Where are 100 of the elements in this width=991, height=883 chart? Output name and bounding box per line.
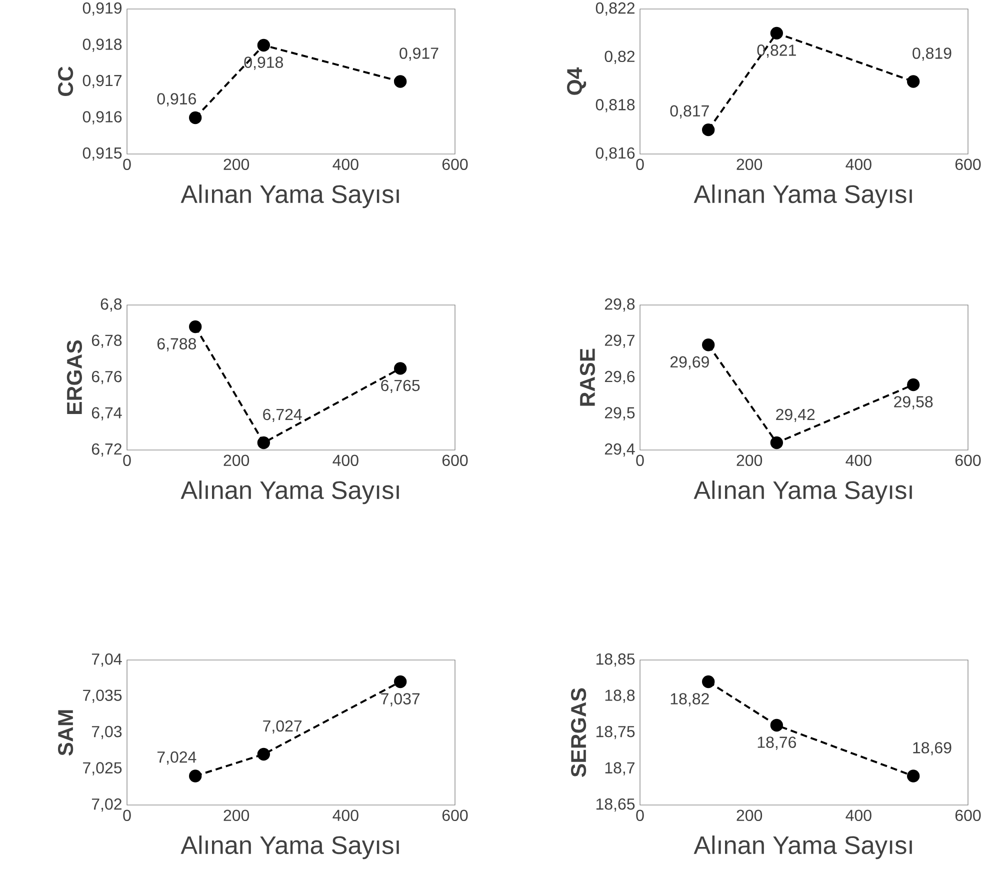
- data-label: 0,819: [912, 48, 952, 61]
- y-tick-label: 18,65: [596, 798, 635, 812]
- y-tick-label: 0,916: [82, 111, 122, 124]
- x-tick-label: 200: [224, 810, 250, 822]
- y-axis-title: ERGAS: [66, 340, 82, 414]
- data-label: 7,027: [263, 720, 302, 734]
- data-label: 29,69: [670, 356, 709, 370]
- point: [257, 38, 270, 52]
- data-label: 7,037: [381, 693, 420, 706]
- data-label: 18,69: [913, 742, 952, 756]
- y-tick-label: 0,917: [82, 74, 122, 88]
- data-label: 6,724: [263, 408, 302, 422]
- y-tick-label: 29,7: [604, 334, 634, 348]
- y-tick-label: 6,72: [92, 443, 122, 457]
- y-tick-label: 0,918: [82, 38, 122, 52]
- y-tick-label: 29,8: [604, 298, 635, 312]
- x-tick-label: 200: [224, 158, 250, 170]
- x-axis-title: Alınan Yama Sayısı: [180, 836, 399, 860]
- x-axis-title: Alınan Yama Sayısı: [694, 480, 912, 504]
- point: [907, 770, 920, 782]
- point: [907, 75, 920, 88]
- y-axis-title: CC: [58, 66, 74, 96]
- point: [770, 436, 784, 450]
- y-axis-title: SAM: [58, 710, 74, 756]
- point: [770, 718, 784, 732]
- x-axis-title: Alınan Yama Sayısı: [180, 480, 399, 504]
- x-axis-title: Alınan Yama Sayısı: [694, 836, 912, 860]
- data-label: 18,76: [758, 736, 796, 750]
- y-tick-label: 7,04: [92, 653, 122, 667]
- data-label: 6,765: [381, 380, 420, 394]
- x-tick-label: 600: [955, 454, 981, 466]
- x-tick-label: 0: [636, 158, 644, 170]
- y-tick-label: 29,4: [604, 443, 635, 457]
- x-tick-label: 600: [955, 158, 981, 170]
- x-tick-label: 200: [224, 454, 250, 466]
- y-tick-label: 18,7: [605, 762, 634, 776]
- x-tick-label: 0: [636, 810, 644, 822]
- y-axis-title: SERGAS: [571, 688, 586, 777]
- x-tick-label: 200: [736, 454, 762, 466]
- point: [907, 378, 920, 392]
- y-tick-label: 7,02: [92, 798, 122, 812]
- point: [394, 362, 407, 375]
- x-tick-label: 600: [442, 454, 468, 466]
- point: [394, 75, 407, 88]
- data-label: 0,917: [400, 48, 438, 61]
- x-tick-label: 200: [736, 158, 762, 170]
- x-tick-label: 400: [846, 454, 872, 466]
- point: [702, 123, 715, 136]
- data-label: 0,817: [670, 105, 709, 118]
- y-axis-title: Q4: [567, 67, 586, 95]
- y-tick-label: 6,78: [92, 334, 122, 348]
- x-tick-label: 200: [736, 810, 762, 822]
- x-tick-label: 400: [846, 158, 872, 170]
- y-tick-label: 18,85: [596, 653, 635, 667]
- data-label: 18,82: [670, 693, 709, 706]
- data-label: 6,788: [157, 338, 196, 352]
- x-tick-label: 600: [442, 810, 468, 822]
- x-axis-title: Alınan Yama Sayısı: [694, 184, 912, 208]
- point: [257, 436, 270, 450]
- x-tick-label: 400: [846, 810, 872, 822]
- data-label: 7,024: [157, 751, 196, 765]
- x-tick-label: 400: [332, 158, 358, 170]
- y-tick-label: 0,919: [82, 2, 122, 16]
- point: [189, 770, 202, 782]
- data-label: 29,58: [894, 396, 933, 410]
- y-tick-label: 6,76: [92, 370, 122, 384]
- y-tick-label: 29,6: [604, 370, 635, 384]
- x-tick-label: 400: [332, 454, 358, 466]
- point: [189, 320, 202, 334]
- data-label: 0,821: [757, 44, 796, 58]
- point: [702, 338, 715, 352]
- x-tick-label: 600: [442, 158, 468, 170]
- point: [702, 675, 715, 688]
- point: [257, 748, 270, 761]
- data-label: 29,42: [776, 408, 815, 422]
- point: [189, 111, 202, 124]
- y-tick-label: 6,8: [100, 298, 122, 312]
- x-tick-label: 0: [123, 158, 131, 170]
- x-tick-label: 0: [123, 810, 131, 822]
- y-tick-label: 0,816: [596, 147, 635, 161]
- y-tick-label: 18,8: [605, 690, 635, 703]
- data-label: 0,916: [157, 93, 196, 106]
- x-tick-label: 600: [955, 810, 981, 822]
- y-tick-label: 18,75: [596, 726, 635, 740]
- data-label: 0,918: [244, 56, 283, 70]
- y-tick-label: 7,025: [83, 762, 122, 776]
- y-tick-label: 0,822: [596, 2, 634, 16]
- x-tick-label: 0: [123, 454, 131, 466]
- x-tick-label: 400: [332, 810, 358, 822]
- point: [770, 26, 784, 40]
- y-tick-label: 0,82: [604, 50, 634, 64]
- y-tick-label: 0,915: [82, 147, 122, 161]
- y-tick-label: 0,818: [596, 99, 635, 112]
- y-tick-label: 7,03: [92, 726, 122, 740]
- x-tick-label: 0: [636, 454, 644, 466]
- y-tick-label: 29,5: [604, 407, 635, 420]
- y-tick-label: 7,035: [83, 690, 122, 703]
- point: [394, 675, 407, 688]
- y-axis-title: RASE: [580, 348, 596, 406]
- y-tick-label: 6,74: [92, 407, 122, 420]
